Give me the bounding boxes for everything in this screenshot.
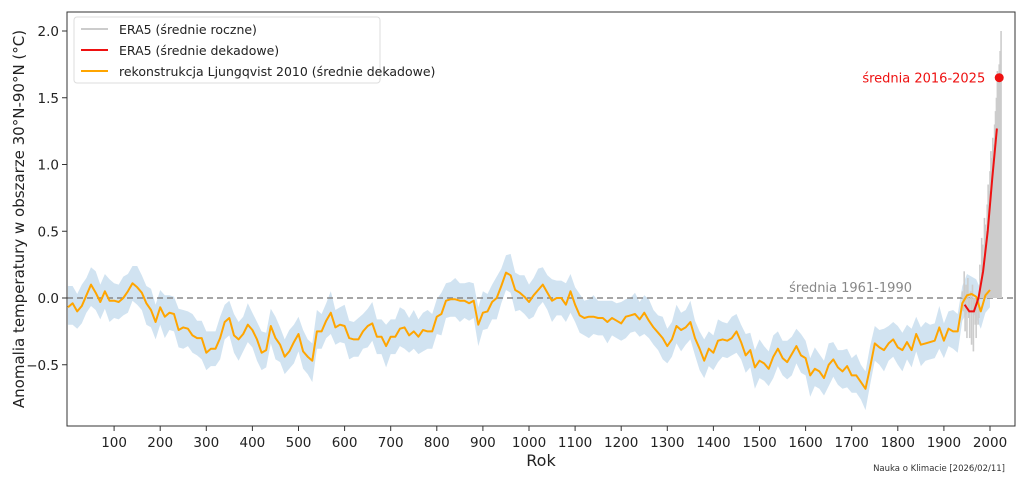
credit-text: Nauka o Klimacie [2026/02/11] xyxy=(873,464,1005,474)
legend-label-reconstruction: rekonstrukcja Ljungqvist 2010 (średnie d… xyxy=(119,64,435,79)
y-tick-label: −0.5 xyxy=(26,358,59,374)
y-axis: −0.5 0.0 0.5 1.0 1.5 2.0 xyxy=(26,24,67,374)
x-axis-label: Rok xyxy=(526,451,556,470)
x-tick-label: 1400 xyxy=(696,435,730,451)
x-tick-label: 2000 xyxy=(973,435,1007,451)
legend-label-era5-annual: ERA5 (średnie roczne) xyxy=(119,22,257,37)
x-axis: 100 200 300 400 500 600 700 800 900 1000 1100 1200 1… xyxy=(101,426,1007,451)
x-tick-label: 1000 xyxy=(512,435,546,451)
y-axis-label: Anomalia temperatury w obszarze 30°N-90°… xyxy=(10,30,28,408)
legend: ERA5 (średnie roczne) ERA5 (średnie deka… xyxy=(73,16,435,84)
x-tick-label: 400 xyxy=(240,435,266,451)
x-tick-label: 1900 xyxy=(927,435,961,451)
x-tick-label: 800 xyxy=(424,435,450,451)
x-tick-label: 700 xyxy=(378,435,404,451)
mean-2016-2025-marker xyxy=(994,73,1004,83)
plot-area: średnia 1961-1990 średnia 2016-2025 xyxy=(67,31,1015,411)
x-tick-label: 1700 xyxy=(835,435,869,451)
y-tick-label: 0.0 xyxy=(38,291,59,307)
y-tick-label: 1.0 xyxy=(38,158,59,174)
y-tick-label: 2.0 xyxy=(38,24,59,40)
uncertainty-band xyxy=(68,253,990,411)
x-tick-label: 1600 xyxy=(788,435,822,451)
baseline-label: średnia 1961-1990 xyxy=(789,281,912,296)
axes-frame xyxy=(66,11,1016,427)
x-tick-label: 300 xyxy=(193,435,219,451)
legend-box xyxy=(73,16,381,84)
y-tick-label: 0.5 xyxy=(38,224,59,240)
legend-label-era5-decadal: ERA5 (średnie dekadowe) xyxy=(119,43,279,58)
x-tick-label: 1800 xyxy=(881,435,915,451)
x-tick-label: 1200 xyxy=(604,435,638,451)
x-tick-label: 1100 xyxy=(558,435,592,451)
x-tick-label: 500 xyxy=(286,435,312,451)
x-tick-label: 100 xyxy=(101,435,127,451)
reconstruction-line xyxy=(67,271,991,390)
era5-annual-series xyxy=(961,31,1002,352)
y-tick-label: 1.5 xyxy=(38,91,59,107)
mean-2016-2025-label: średnia 2016-2025 xyxy=(862,72,985,87)
x-tick-label: 1500 xyxy=(742,435,776,451)
x-tick-label: 1300 xyxy=(650,435,684,451)
x-tick-label: 600 xyxy=(332,435,358,451)
x-tick-label: 900 xyxy=(470,435,496,451)
x-tick-label: 200 xyxy=(147,435,173,451)
era5-decadal-line xyxy=(963,128,998,313)
